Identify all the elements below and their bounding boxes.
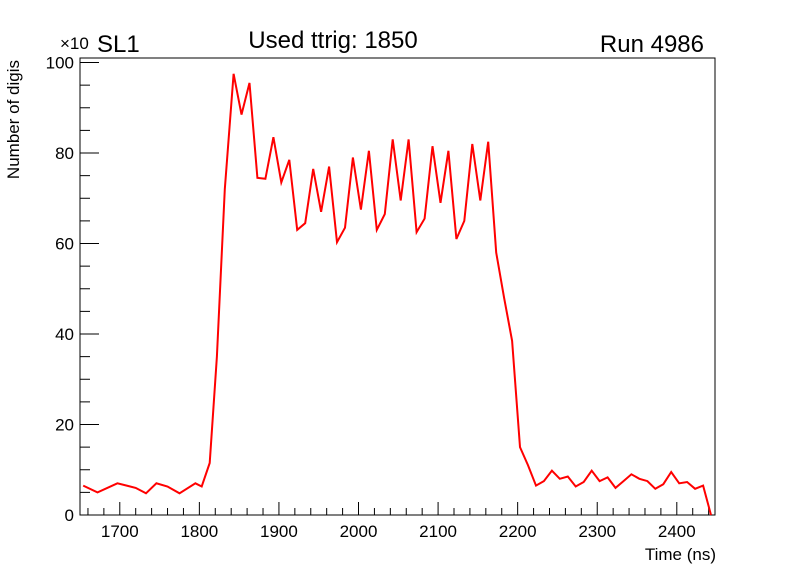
x-tick-label: 2300 (578, 522, 616, 541)
x-tick-label: 1900 (260, 522, 298, 541)
y-tick-label: 40 (55, 325, 74, 344)
y-tick-label: 60 (55, 235, 74, 254)
run-label: Run 4986 (600, 31, 704, 58)
y-tick-label: 80 (55, 144, 74, 163)
axis-ticks (80, 62, 710, 516)
x-tick-label: 2400 (658, 522, 696, 541)
x-axis-label: Time (ns) (645, 545, 716, 564)
series-line-digis (82, 73, 712, 516)
y-tick-label: 100 (46, 54, 74, 73)
plot-frame (79, 57, 716, 516)
x-tick-label: 1800 (180, 522, 218, 541)
y-tick-label: 0 (65, 506, 74, 525)
x-tick-label: 1700 (101, 522, 139, 541)
y-tick-label: 20 (55, 416, 74, 435)
y-exponent-label: ×10 (60, 34, 89, 53)
x-tick-label: 2000 (340, 522, 378, 541)
y-axis-label: Number of digis (4, 60, 23, 179)
x-tick-label: 2200 (499, 522, 537, 541)
chart-title: Used ttrig: 1850 (248, 27, 417, 54)
superlayer-label: SL1 (97, 31, 140, 58)
tick-labels: 1700 1800 1900 2000 2100 2200 2300 2400 0 20 40 60 8… (46, 54, 696, 541)
x-tick-label: 2100 (419, 522, 457, 541)
